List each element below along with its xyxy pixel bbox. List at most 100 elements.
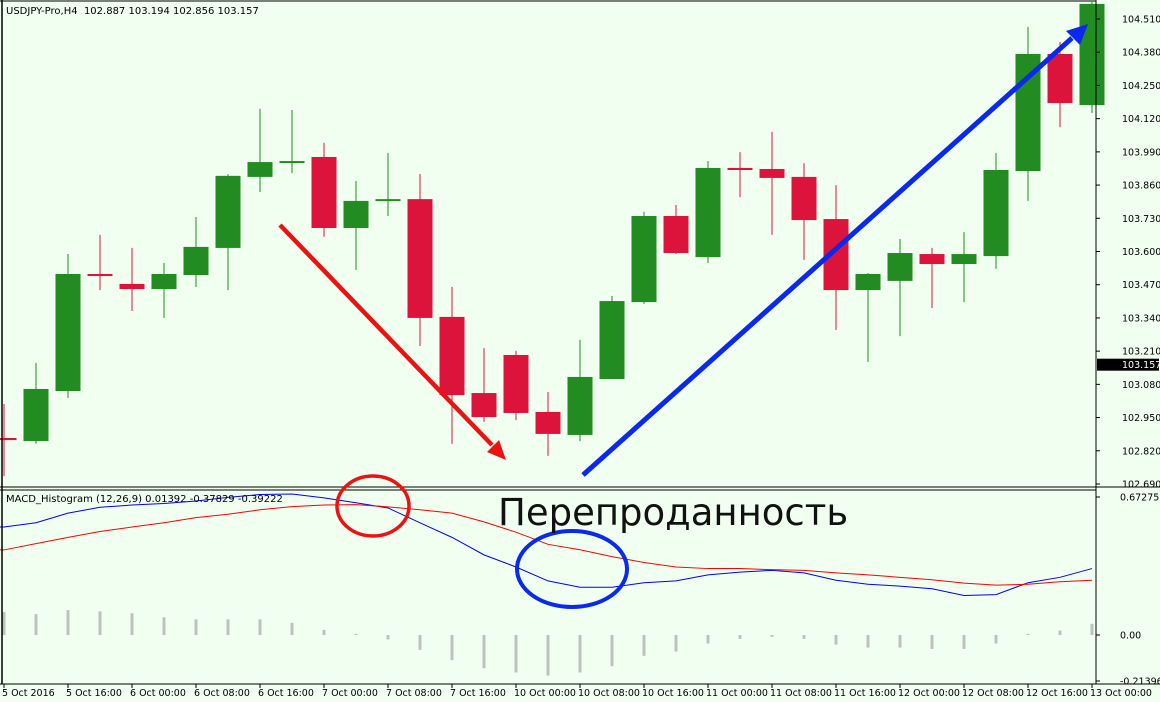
price-tick-label: 104.510 — [1122, 15, 1160, 26]
candle-body — [855, 273, 881, 291]
downtrend-arrow — [278, 223, 494, 447]
downtrend-arrowhead — [487, 440, 506, 460]
candle — [759, 131, 785, 235]
macd-header: MACD_Histogram (12,26,9) 0.01392 -0.3782… — [6, 494, 283, 505]
time-tick-label: 5 Oct 16:00 — [66, 688, 122, 699]
macd-histogram-bar — [930, 635, 934, 649]
candle-body — [439, 316, 465, 396]
candle-body — [631, 215, 657, 303]
time-tick-label: 6 Oct 00:00 — [130, 688, 186, 699]
price-tick-label: 103.600 — [1122, 247, 1160, 258]
macd-histogram-bar — [898, 635, 902, 648]
macd-histogram-bar — [674, 635, 678, 652]
candle — [727, 152, 753, 198]
price-tick-label: 102.950 — [1122, 413, 1160, 424]
price-panel — [0, 1, 1105, 477]
time-tick-label: 11 Oct 08:00 — [770, 688, 832, 699]
candle-body — [983, 169, 1009, 257]
macd-histogram-bar — [418, 635, 422, 650]
candle — [951, 232, 977, 303]
candle — [919, 247, 945, 308]
time-tick-label: 10 Oct 00:00 — [514, 688, 576, 699]
crossover-circle-red — [335, 474, 411, 538]
candle — [599, 295, 625, 379]
macd-histogram-bar — [1058, 630, 1062, 635]
macd-histogram-bar — [834, 635, 838, 645]
macd-histogram-bar — [258, 619, 262, 635]
candle-body — [919, 254, 945, 265]
price-tick-label: 104.120 — [1122, 114, 1160, 125]
candle — [247, 108, 273, 192]
time-tick-label: 6 Oct 16:00 — [258, 688, 314, 699]
macd-histogram-bar — [130, 613, 134, 635]
price-tick-label: 103.990 — [1122, 147, 1160, 158]
macd-histogram-bar — [994, 635, 998, 644]
time-tick-label: 12 Oct 16:00 — [1026, 688, 1088, 699]
macd-histogram-bar — [578, 635, 582, 673]
price-tick-label: 102.820 — [1122, 446, 1160, 457]
candle-body — [343, 200, 369, 228]
candle-body — [567, 376, 593, 435]
oversold-annotation-text: Перепроданность — [498, 491, 848, 534]
macd-histogram-bar — [98, 611, 102, 635]
candle — [311, 142, 337, 237]
candle — [535, 392, 561, 456]
current-price-label: 103.157 — [1122, 360, 1160, 371]
candle-body — [151, 273, 177, 290]
candle-body — [759, 168, 785, 178]
time-tick-label: 7 Oct 08:00 — [386, 688, 442, 699]
candle — [151, 262, 177, 318]
candle-body — [695, 167, 721, 258]
macd-histogram-bar — [770, 635, 774, 637]
macd-histogram-bar — [386, 635, 390, 640]
candle — [0, 404, 17, 477]
time-tick-label: 12 Oct 00:00 — [898, 688, 960, 699]
candle — [119, 247, 145, 312]
macd-histogram-bar — [866, 635, 870, 648]
price-chart-header: USDJPY-Pro,H4 102.887 103.194 102.856 10… — [6, 6, 259, 17]
candle — [1079, 1, 1105, 114]
candle-body — [375, 199, 401, 202]
candle — [87, 234, 113, 291]
macd-histogram-bar — [194, 619, 198, 635]
time-tick-label: 7 Oct 16:00 — [450, 688, 506, 699]
macd-main-line — [0, 493, 1093, 596]
macd-histogram-bar — [450, 635, 454, 661]
macd-histogram-bar — [642, 635, 646, 656]
candle — [503, 350, 529, 421]
time-tick-label: 13 Oct 00:00 — [1090, 688, 1152, 699]
macd-histogram-bar — [2, 612, 6, 635]
price-tick-label: 103.340 — [1122, 313, 1160, 324]
candle — [55, 254, 81, 398]
candle-body — [279, 161, 305, 164]
candle — [407, 174, 433, 347]
candle — [1047, 41, 1073, 128]
candle-body — [503, 354, 529, 413]
candle — [375, 152, 401, 216]
macd-histogram-bar — [1026, 633, 1030, 635]
candle — [887, 238, 913, 337]
price-tick-label: 103.860 — [1122, 181, 1160, 192]
macd-histogram-bar — [738, 635, 742, 639]
macd-histogram-bar — [354, 633, 358, 635]
macd-histogram-bar — [1090, 623, 1094, 635]
candle-body — [951, 254, 977, 265]
macd-histogram-bar — [162, 617, 166, 635]
macd-signal-line — [0, 504, 1093, 586]
candle — [215, 174, 241, 291]
time-tick-label: 7 Oct 00:00 — [322, 688, 378, 699]
macd-histogram-bar — [322, 629, 326, 635]
macd-histogram-bar — [34, 614, 38, 635]
candle — [439, 287, 465, 444]
candle — [631, 211, 657, 304]
candle-body — [311, 156, 337, 228]
candle-body — [471, 393, 497, 418]
candle-body — [727, 167, 753, 170]
price-tick-label: 102.690 — [1122, 480, 1160, 491]
macd-histogram-bar — [546, 635, 550, 676]
candle-body — [119, 283, 145, 290]
candle — [471, 348, 497, 422]
candle-body — [1047, 54, 1073, 104]
macd-tick-label: 0.00 — [1120, 631, 1141, 642]
